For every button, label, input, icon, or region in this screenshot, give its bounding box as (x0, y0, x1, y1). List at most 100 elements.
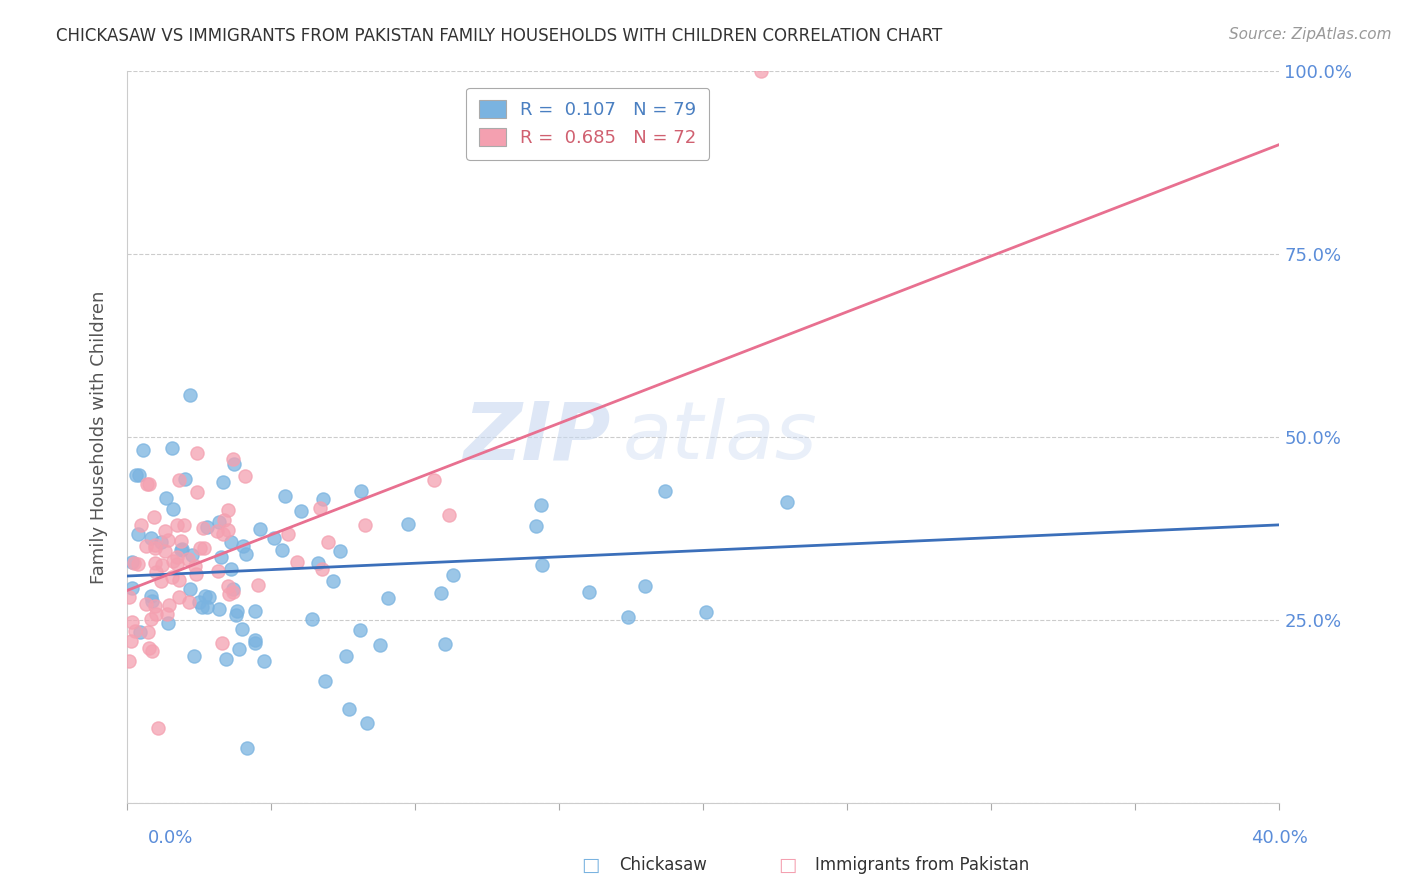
Text: Immigrants from Pakistan: Immigrants from Pakistan (815, 856, 1029, 874)
Point (285, 555, 308, 569)
Point (231, 622, 253, 636)
Point (434, 637, 457, 651)
Point (695, 605, 717, 619)
Point (198, 590, 221, 604)
Point (243, 604, 266, 618)
Text: ZIP: ZIP (464, 398, 610, 476)
Point (430, 585, 453, 599)
Point (222, 457, 245, 471)
Point (208, 602, 231, 616)
Point (169, 473, 191, 487)
Point (124, 556, 146, 570)
Point (219, 534, 242, 549)
Point (141, 644, 163, 658)
Point (277, 526, 299, 541)
Point (155, 491, 177, 506)
Point (167, 573, 190, 587)
Point (212, 527, 235, 541)
Point (654, 484, 676, 499)
Point (149, 535, 172, 549)
Point (222, 585, 245, 599)
Point (179, 387, 201, 401)
Point (166, 549, 188, 564)
Point (217, 579, 239, 593)
Point (274, 489, 297, 503)
Point (207, 564, 229, 578)
Point (349, 624, 371, 638)
Point (524, 519, 547, 533)
Point (311, 562, 333, 576)
Point (138, 641, 160, 656)
Point (193, 541, 215, 555)
Point (236, 741, 259, 756)
Point (246, 578, 269, 592)
Point (253, 654, 276, 668)
Point (166, 557, 188, 571)
Point (121, 556, 143, 570)
Legend: R =  0.107   N = 79, R =  0.685   N = 72: R = 0.107 N = 79, R = 0.685 N = 72 (467, 87, 709, 160)
Point (377, 591, 399, 606)
Point (129, 518, 152, 533)
Text: Source: ZipAtlas.com: Source: ZipAtlas.com (1229, 27, 1392, 42)
Point (186, 446, 208, 460)
Point (233, 468, 256, 483)
Point (270, 542, 292, 557)
Point (129, 624, 152, 639)
Point (121, 615, 143, 629)
Point (132, 442, 155, 457)
Point (157, 598, 180, 612)
Point (290, 504, 312, 518)
Point (143, 538, 166, 552)
Point (437, 508, 460, 522)
Point (211, 550, 233, 565)
Point (531, 558, 554, 573)
Point (441, 567, 464, 582)
Point (142, 510, 165, 524)
Point (749, 64, 772, 78)
Point (217, 523, 239, 537)
Point (145, 565, 167, 579)
Point (775, 495, 797, 509)
Point (135, 476, 157, 491)
Text: CHICKASAW VS IMMIGRANTS FROM PAKISTAN FAMILY HOUSEHOLDS WITH CHILDREN CORRELATIO: CHICKASAW VS IMMIGRANTS FROM PAKISTAN FA… (56, 27, 942, 45)
Point (172, 541, 194, 556)
Point (166, 518, 188, 533)
Point (177, 595, 200, 609)
Text: □: □ (778, 855, 797, 875)
Point (211, 475, 233, 490)
Point (155, 524, 177, 538)
Point (183, 649, 205, 664)
Point (263, 531, 285, 545)
Point (249, 522, 271, 536)
Point (322, 574, 344, 588)
Point (128, 467, 150, 482)
Point (396, 516, 419, 531)
Point (125, 467, 148, 482)
Point (316, 535, 339, 549)
Point (162, 553, 184, 567)
Point (219, 562, 242, 576)
Point (195, 519, 218, 533)
Point (145, 541, 167, 555)
Point (169, 591, 191, 605)
Point (170, 533, 193, 548)
Point (617, 610, 640, 624)
Point (350, 483, 373, 498)
Text: 0.0%: 0.0% (148, 830, 193, 847)
Point (335, 649, 357, 664)
Point (307, 557, 329, 571)
Point (368, 638, 391, 652)
Point (194, 589, 217, 603)
Point (118, 654, 141, 668)
Point (228, 641, 250, 656)
Point (177, 552, 200, 566)
Point (235, 547, 257, 561)
Point (136, 625, 159, 640)
Point (120, 634, 142, 648)
Point (139, 589, 162, 603)
Point (222, 582, 245, 596)
Point (173, 518, 195, 533)
Point (308, 501, 330, 516)
Point (212, 513, 235, 527)
Point (135, 597, 157, 611)
